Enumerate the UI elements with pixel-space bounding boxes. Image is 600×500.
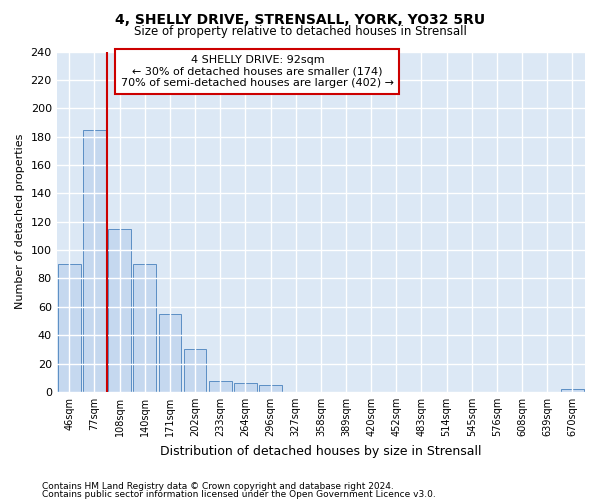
Bar: [83, 130, 106, 392]
Bar: [133, 264, 156, 392]
Bar: [259, 385, 282, 392]
X-axis label: Distribution of detached houses by size in Strensall: Distribution of detached houses by size …: [160, 444, 482, 458]
Text: Size of property relative to detached houses in Strensall: Size of property relative to detached ho…: [134, 25, 466, 38]
Bar: [158, 314, 181, 392]
Text: Contains public sector information licensed under the Open Government Licence v3: Contains public sector information licen…: [42, 490, 436, 499]
Bar: [209, 380, 232, 392]
Bar: [561, 389, 584, 392]
Y-axis label: Number of detached properties: Number of detached properties: [15, 134, 25, 310]
Text: 4 SHELLY DRIVE: 92sqm
← 30% of detached houses are smaller (174)
70% of semi-det: 4 SHELLY DRIVE: 92sqm ← 30% of detached …: [121, 55, 394, 88]
Bar: [184, 350, 206, 392]
Bar: [108, 229, 131, 392]
Bar: [58, 264, 80, 392]
Bar: [234, 384, 257, 392]
Text: Contains HM Land Registry data © Crown copyright and database right 2024.: Contains HM Land Registry data © Crown c…: [42, 482, 394, 491]
Text: 4, SHELLY DRIVE, STRENSALL, YORK, YO32 5RU: 4, SHELLY DRIVE, STRENSALL, YORK, YO32 5…: [115, 12, 485, 26]
